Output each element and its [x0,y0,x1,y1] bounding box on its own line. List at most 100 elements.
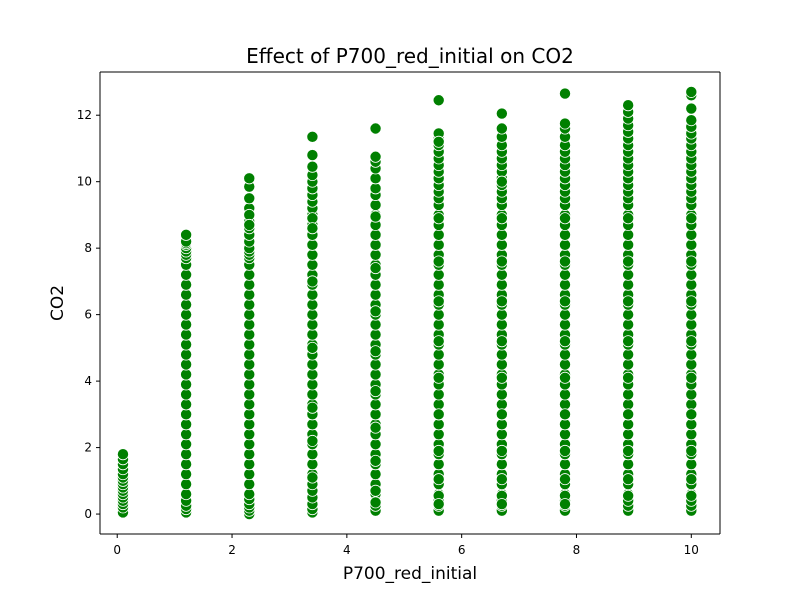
scatter-point [306,149,319,162]
scatter-point [495,122,508,135]
x-tick-label: 10 [684,543,699,557]
scatter-point [622,335,635,348]
scatter-point [559,117,572,130]
scatter-point [243,408,256,421]
data-points-layer [116,85,698,521]
scatter-point [369,496,382,509]
scatter-point [685,428,698,441]
scatter-point [495,107,508,120]
scatter-point [559,498,572,511]
scatter-point [180,448,193,461]
scatter-point [495,238,508,251]
scatter-point [243,278,256,291]
scatter-point [243,298,256,311]
scatter-point [180,468,193,481]
scatter-point [369,238,382,251]
x-tick-label: 4 [343,543,351,557]
scatter-point [622,268,635,281]
scatter-point [432,212,445,225]
scatter-point [180,268,193,281]
scatter-point [369,368,382,381]
scatter-point [559,428,572,441]
scatter-point [180,428,193,441]
scatter-point [622,255,635,268]
scatter-point [306,258,319,271]
scatter-point [432,398,445,411]
scatter-point [432,408,445,421]
scatter-point [369,210,382,223]
scatter-point [306,378,319,391]
scatter-point [369,318,382,331]
scatter-point [180,408,193,421]
scatter-point [243,428,256,441]
scatter-point [622,444,635,457]
y-tick-label: 6 [84,308,92,322]
scatter-point [306,328,319,341]
scatter-point [559,318,572,331]
scatter-point [243,458,256,471]
x-tick-label: 8 [573,543,581,557]
scatter-point [180,358,193,371]
scatter-point [495,318,508,331]
scatter-point [622,308,635,321]
scatter-point [495,278,508,291]
scatter-point [495,335,508,348]
scatter-point [432,358,445,371]
scatter-point [306,160,319,173]
scatter-point [432,428,445,441]
scatter-point [243,348,256,361]
scatter-point [622,278,635,291]
y-tick-label: 4 [84,374,92,388]
scatter-point [495,295,508,308]
scatter-point [180,278,193,291]
x-tick-label: 0 [113,543,121,557]
scatter-point [306,222,319,235]
scatter-point [685,278,698,291]
scatter-point [559,398,572,411]
y-tick-label: 8 [84,241,92,255]
scatter-point [559,255,572,268]
scatter-point [369,288,382,301]
scatter-point [559,458,572,471]
scatter-point [622,295,635,308]
scatter-point [495,444,508,457]
scatter-point [685,268,698,281]
scatter-point [180,288,193,301]
chart-title: Effect of P700_red_initial on CO2 [246,44,574,68]
scatter-point [559,87,572,100]
scatter-point [685,388,698,401]
scatter-point [116,448,129,461]
scatter-point [369,398,382,411]
scatter-point [369,468,382,481]
scatter-point [432,308,445,321]
scatter-point [685,308,698,321]
scatter-point [685,408,698,421]
scatter-point [243,268,256,281]
scatter-point [306,341,319,354]
scatter-point [243,388,256,401]
scatter-point [559,408,572,421]
scatter-point [432,228,445,241]
y-axis-label: CO2 [48,285,68,321]
scatter-point [685,348,698,361]
scatter-point [243,488,256,501]
scatter-point [559,348,572,361]
scatter-point [369,198,382,211]
scatter-point [685,489,698,502]
scatter-point [685,418,698,431]
scatter-point [180,458,193,471]
scatter-point [369,328,382,341]
scatter-point [306,212,319,225]
scatter-point [432,444,445,457]
scatter-point [622,388,635,401]
scatter-point [243,468,256,481]
scatter-point [306,130,319,143]
scatter-point [559,278,572,291]
scatter-point [685,458,698,471]
scatter-point [685,228,698,241]
scatter-point [369,305,382,318]
scatter-point [243,218,256,231]
scatter-point [685,371,698,384]
scatter-point [369,408,382,421]
